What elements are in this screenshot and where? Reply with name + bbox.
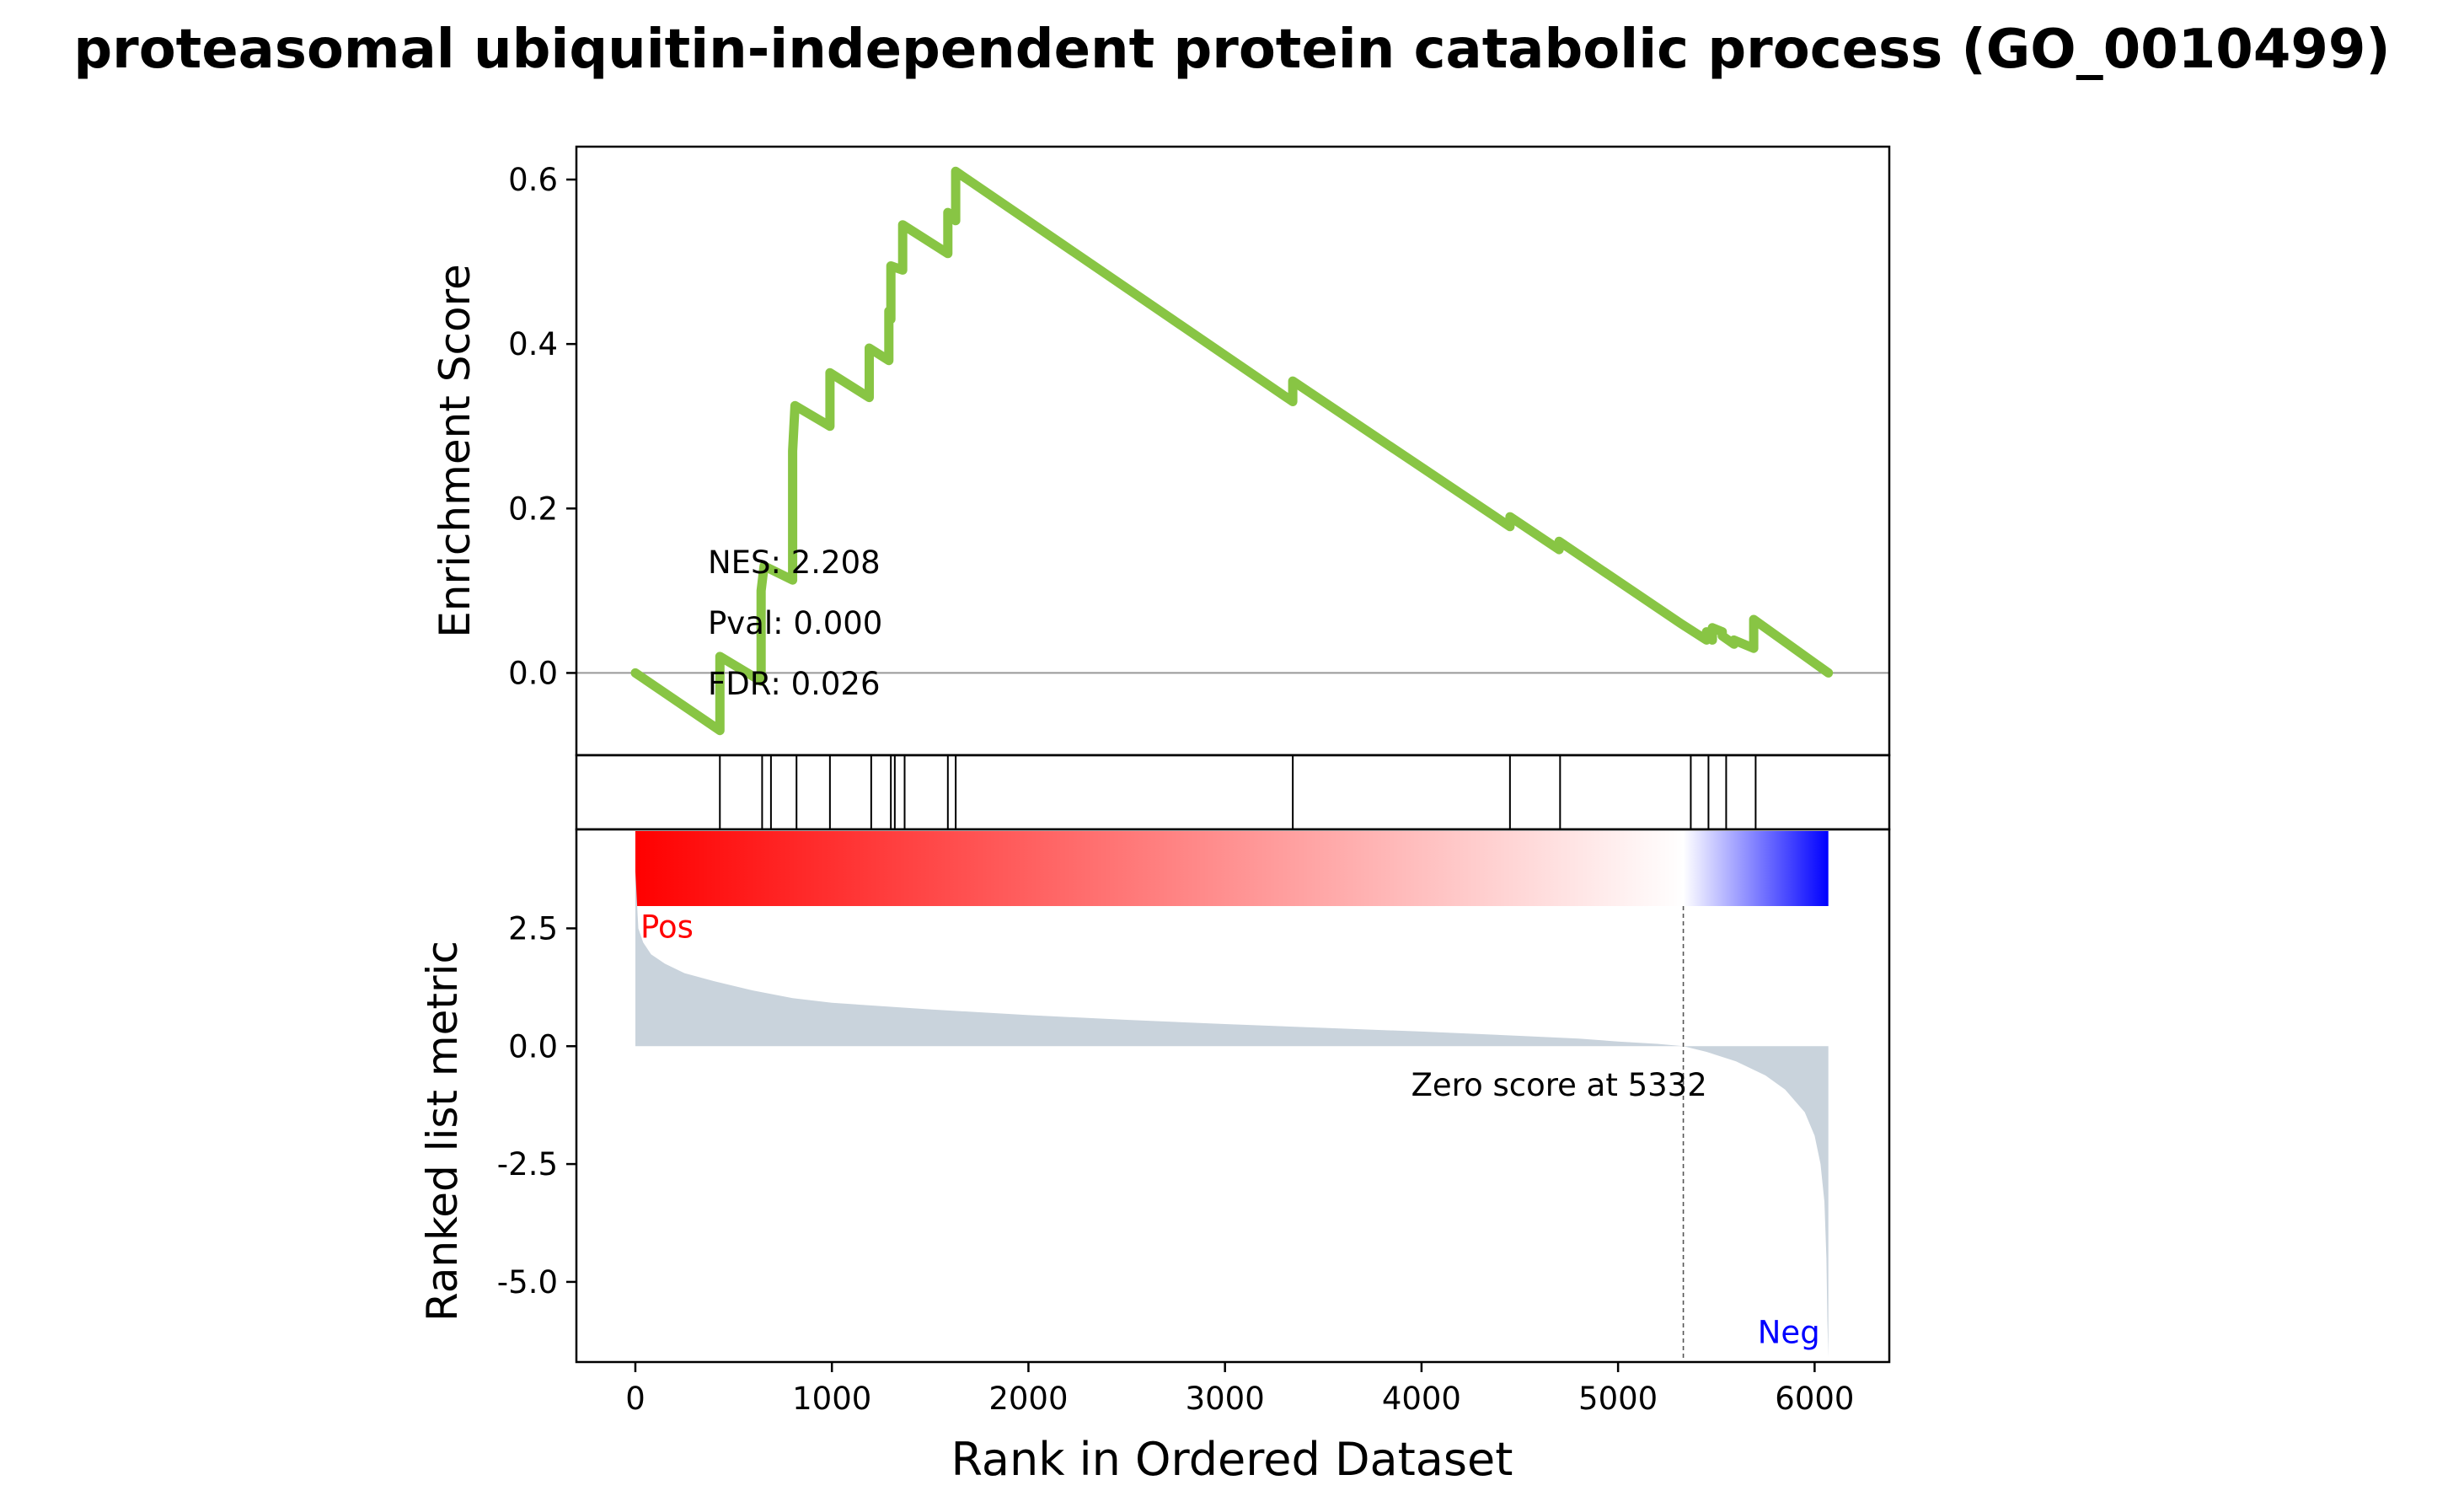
enrichment-y-tick-label: 0.0 <box>508 655 558 691</box>
x-axis-label: Rank in Ordered Dataset <box>951 1433 1513 1486</box>
enrichment-frame <box>575 145 1891 757</box>
enrichment-y-tick-label: 0.6 <box>508 162 558 198</box>
nes-label: NES: 2.208 <box>708 544 881 581</box>
enrichment-y-tick-label: 0.4 <box>508 326 558 362</box>
x-tick-label: 4000 <box>1382 1381 1461 1417</box>
x-tick-label: 0 <box>625 1381 645 1417</box>
ranked-y-tick-label: 0.0 <box>508 1028 558 1065</box>
rank-color-gradient-bar <box>635 831 1829 906</box>
hits-panel <box>575 754 1891 831</box>
fdr-label: FDR: 0.026 <box>708 666 881 702</box>
enrichment-panel: 0.0 0.2 0.4 0.6 NES: 2.208 Pval: 0.000 FDR:… <box>431 145 1891 757</box>
ranked-metric-panel: 2.5 0.0 -2.5 -5.0 Pos Neg Zero score at 533… <box>418 828 1891 1364</box>
ranked-frame <box>575 828 1891 1364</box>
enrichment-y-ticks: 0.0 0.2 0.4 0.6 <box>508 162 576 691</box>
x-tick-label: 3000 <box>1186 1381 1265 1417</box>
pval-label: Pval: 0.000 <box>708 605 882 641</box>
gene-hit-marks <box>719 755 1757 829</box>
enrichment-score-line <box>630 166 1834 736</box>
x-tick-label: 6000 <box>1775 1381 1854 1417</box>
enrichment-y-axis-label: Enrichment Score <box>431 264 479 638</box>
ranked-y-axis-label: Ranked list metric <box>418 941 467 1322</box>
x-tick-label: 2000 <box>988 1381 1068 1417</box>
ranked-y-tick-label: -5.0 <box>497 1264 558 1301</box>
ranked-y-tick-label: 2.5 <box>508 910 558 947</box>
ranked-y-tick-label: -2.5 <box>497 1146 558 1183</box>
ranked-y-ticks: 2.5 0.0 -2.5 -5.0 <box>497 910 576 1301</box>
chart-title: proteasomal ubiquitin-independent protei… <box>73 19 2390 81</box>
ranked-metric-area <box>635 871 1829 1358</box>
hits-frame <box>575 754 1891 831</box>
enrichment-y-tick-label: 0.2 <box>508 491 558 527</box>
x-tick-label: 1000 <box>792 1381 871 1417</box>
zero-score-annotation: Zero score at 5332 <box>1411 1067 1707 1103</box>
pos-label: Pos <box>640 909 694 946</box>
x-tick-label: 5000 <box>1578 1381 1658 1417</box>
neg-label: Neg <box>1758 1315 1820 1351</box>
x-axis-ticks: 0 1000 2000 3000 4000 5000 6000 <box>625 1362 1854 1417</box>
